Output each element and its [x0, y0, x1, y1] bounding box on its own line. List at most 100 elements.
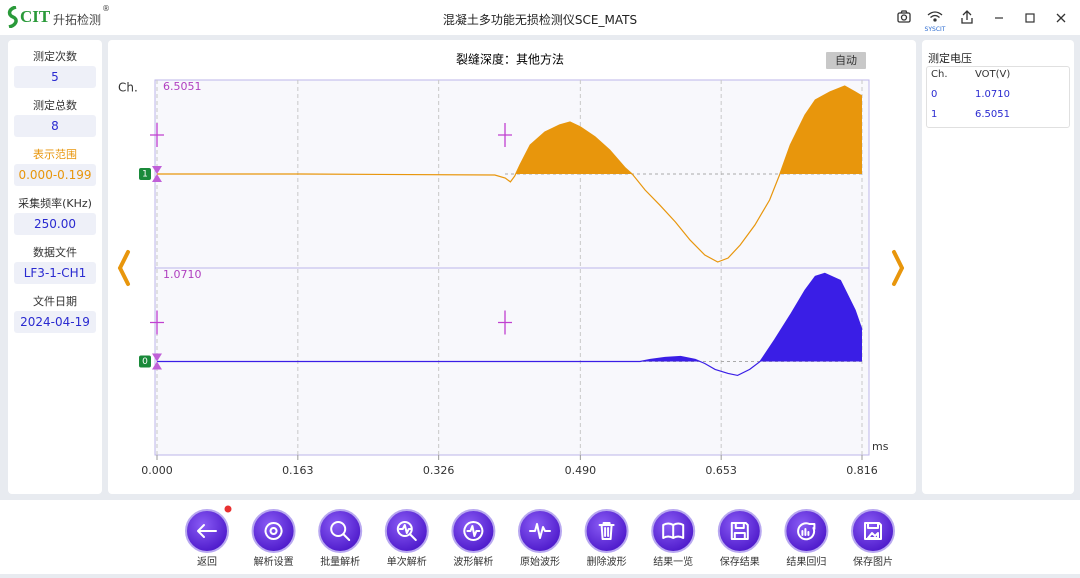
field-value: 5 — [14, 66, 96, 88]
button-icon[interactable] — [396, 521, 417, 541]
button-label[interactable]: 结果一览 — [653, 555, 693, 568]
field-label: 测定次数 — [33, 50, 77, 63]
button-icon[interactable] — [797, 522, 816, 541]
cursor-marker — [150, 310, 164, 335]
cursor-marker — [498, 310, 512, 335]
toolbar-button[interactable]: 单次解析 — [384, 509, 429, 568]
field-label: 采集频率(KHz) — [18, 197, 92, 210]
next-button[interactable] — [892, 250, 904, 286]
window-title: 混凝土多功能无损检测仪SCE_MATS — [442, 13, 638, 27]
channel-badge: 1 — [142, 170, 148, 180]
button-circle[interactable] — [518, 509, 562, 553]
toolbar-button[interactable]: 波形解析 — [451, 509, 496, 568]
channel-scale-label: 1.0710 — [163, 268, 202, 281]
logo: CIT — [20, 7, 51, 26]
toolbar: 返回 解析设置 批量解析 单次解析 波形解析 原始波形 删除波形 结果一览 保存结果 结果回归 保存… — [0, 500, 1080, 574]
table-cell: 0 — [931, 89, 938, 100]
button-icon[interactable] — [730, 522, 749, 540]
field-label: 测定总数 — [33, 99, 77, 112]
field-label: 表示范围 — [33, 148, 77, 161]
y-axis-label: Ch. — [118, 81, 138, 95]
chart: 裂缝深度：其他方法 自动 Ch. ms 0.000 0.163 0.326 0.490… — [118, 52, 904, 477]
mode-badge-bg[interactable] — [826, 52, 866, 69]
toolbar-button[interactable]: 解析设置 — [251, 509, 296, 568]
waveform-line — [157, 272, 863, 377]
x-tick-label: 0.163 — [282, 464, 314, 477]
button-label[interactable]: 结果回归 — [786, 555, 826, 568]
cursor-marker — [150, 123, 164, 147]
button-icon[interactable] — [197, 524, 217, 538]
toolbar-button[interactable]: 返回 — [185, 509, 229, 568]
field-label: 数据文件 — [33, 246, 77, 259]
button-label[interactable]: 删除波形 — [587, 555, 627, 568]
x-tick-label: 0.000 — [141, 464, 173, 477]
previous-button[interactable] — [118, 250, 130, 286]
left-panel: 测定次数 5 测定总数 8 表示范围 0.000-0.199 采集频率(KHz) 250.00… — [8, 40, 102, 494]
field-value: 8 — [14, 115, 96, 137]
button-label[interactable]: 批量解析 — [320, 555, 360, 568]
button-circle[interactable] — [318, 509, 363, 553]
toolbar-button[interactable]: 批量解析 — [318, 509, 363, 568]
button-label[interactable]: 保存图片 — [853, 555, 893, 568]
trigger-marker — [152, 353, 162, 370]
channel-badge: 0 — [142, 357, 148, 367]
notification-dot — [224, 505, 232, 513]
button-label[interactable]: 原始波形 — [520, 555, 560, 568]
channel-badge-bg — [139, 355, 151, 368]
channel-badge-bg — [139, 168, 151, 180]
button-label[interactable]: 保存结果 — [720, 555, 760, 568]
chart-panel: 裂缝深度：其他方法 自动 Ch. ms 0.000 0.163 0.326 0.490… — [108, 40, 916, 494]
waveform-fill — [157, 86, 862, 174]
button-icon[interactable] — [662, 522, 685, 539]
button-icon[interactable] — [864, 522, 882, 540]
window-controls: SYSCIT — [897, 10, 1066, 33]
field-label: 文件日期 — [33, 295, 77, 308]
wifi-button[interactable] — [927, 11, 943, 22]
brand: 升拓检测 — [53, 13, 102, 27]
field-value: 0.000-0.199 — [14, 164, 96, 186]
x-tick-label: 0.490 — [565, 464, 597, 477]
button-circle[interactable] — [251, 509, 296, 553]
waveform-line — [157, 85, 863, 263]
toolbar-button[interactable]: 删除波形 — [584, 509, 629, 568]
x-tick-label: 0.326 — [423, 464, 455, 477]
table-cell: 6.5051 — [975, 109, 1010, 120]
button-label[interactable]: 波形解析 — [453, 555, 493, 568]
wifi-label: SYSCIT — [925, 26, 946, 33]
voltage-title: 测定电压 — [928, 52, 972, 65]
button-circle[interactable] — [584, 509, 629, 553]
button-label[interactable]: 单次解析 — [387, 555, 427, 568]
maximize-button[interactable] — [1025, 13, 1035, 23]
button-circle[interactable] — [851, 509, 895, 553]
button-icon[interactable] — [330, 521, 351, 541]
button-label[interactable]: 返回 — [197, 556, 217, 568]
chart-title: 裂缝深度：其他方法 — [456, 52, 564, 67]
share-button[interactable] — [961, 10, 973, 24]
toolbar-button[interactable]: 结果回归 — [784, 509, 829, 568]
toolbar-button[interactable]: 保存图片 — [851, 509, 895, 568]
title-bar: CIT 升拓检测 ® 混凝土多功能无损检测仪SCE_MATS SYSCIT — [0, 0, 1080, 35]
table-header: VOT(V) — [975, 69, 1011, 80]
logo-mark — [7, 6, 18, 28]
toolbar-button[interactable]: 保存结果 — [717, 509, 762, 568]
x-tick-label: 0.653 — [705, 464, 737, 477]
button-icon[interactable] — [463, 521, 484, 541]
table-header: Ch. — [931, 69, 948, 80]
field-value: 250.00 — [14, 213, 96, 235]
button-icon[interactable] — [264, 522, 283, 540]
field-value: LF3-1-CH1 — [14, 262, 96, 284]
toolbar-button[interactable]: 结果一览 — [651, 509, 696, 568]
button-icon[interactable] — [598, 522, 615, 540]
screenshot-button[interactable] — [897, 10, 911, 23]
toolbar-buttons: 返回 解析设置 批量解析 单次解析 波形解析 原始波形 删除波形 结果一览 保存结果 结果回归 保存… — [185, 505, 895, 568]
close-button[interactable] — [1056, 13, 1066, 23]
mode-badge[interactable]: 自动 — [835, 54, 857, 67]
button-label[interactable]: 解析设置 — [254, 555, 294, 568]
channel-scale-label: 6.5051 — [163, 80, 202, 93]
toolbar-button[interactable]: 原始波形 — [518, 509, 562, 568]
button-icon[interactable] — [529, 523, 551, 539]
cursor-marker — [498, 123, 512, 147]
x-axis-label: ms — [872, 440, 889, 453]
button-circle[interactable] — [717, 509, 762, 553]
